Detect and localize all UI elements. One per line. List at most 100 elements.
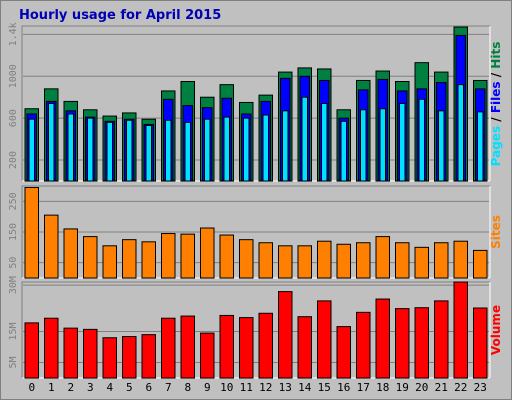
bar-pages-hour-1 <box>48 103 55 182</box>
y-tick-label: 600 <box>8 109 19 127</box>
right-label-pages-files-hits: Pages / Files / Hits <box>489 42 503 167</box>
bar-volume-hour-5 <box>122 336 137 379</box>
y-tick-label: 1.4k <box>8 22 19 46</box>
bar-pages-hour-4 <box>106 121 113 182</box>
y-tick-label: 150 <box>8 223 19 241</box>
bar-sites-hour-6 <box>141 241 156 279</box>
bar-pages-hour-7 <box>165 119 172 182</box>
bar-sites-hour-5 <box>122 239 137 279</box>
x-tick-label-hour-14: 14 <box>298 381 312 394</box>
bar-volume-hour-17 <box>356 311 371 379</box>
y-tick-label: 50 <box>8 257 19 269</box>
x-tick-label-hour-18: 18 <box>376 381 389 394</box>
right-label-volume: Volume <box>489 305 503 355</box>
bar-sites-hour-3 <box>83 236 98 279</box>
x-tick-label-hour-9: 9 <box>204 381 211 394</box>
chart-title: Hourly usage for April 2015 <box>19 8 221 23</box>
right-label-part: Volume <box>489 305 503 355</box>
bar-volume-hour-21 <box>434 300 449 379</box>
bar-sites-hour-10 <box>219 234 234 279</box>
bar-pages-hour-19 <box>399 103 406 182</box>
x-tick-label-hour-12: 12 <box>259 381 272 394</box>
bar-sites-hour-13 <box>278 245 293 279</box>
bar-sites-hour-15 <box>317 240 332 279</box>
bar-sites-hour-20 <box>414 246 429 279</box>
bar-pages-hour-21 <box>438 110 445 182</box>
x-tick-label-hour-2: 2 <box>67 381 74 394</box>
bar-volume-hour-0 <box>24 322 39 379</box>
bar-sites-hour-19 <box>395 242 410 279</box>
panel-sites: 50 150 250 Sites <box>8 185 503 279</box>
x-tick-label-hour-6: 6 <box>145 381 152 394</box>
x-axis-hour-labels: 0 1 2 3 4 5 6 7 8 9 10 11 12 13 14 15 16 17 18 19 20 21 22 23 <box>28 381 486 394</box>
bar-pages-hour-15 <box>321 103 328 182</box>
x-tick-label-hour-13: 13 <box>279 381 292 394</box>
bar-volume-hour-4 <box>102 337 117 379</box>
bar-pages-hour-18 <box>379 108 386 182</box>
x-tick-label-hour-15: 15 <box>318 381 331 394</box>
right-label-part: Hits <box>489 42 503 69</box>
bar-volume-hour-6 <box>141 334 156 379</box>
bar-pages-hour-22 <box>457 84 464 182</box>
bar-pages-hour-23 <box>477 111 484 182</box>
bar-pages-hour-10 <box>223 116 230 182</box>
bar-sites-hour-8 <box>180 233 195 279</box>
panel-pages-files-hits: 200 600 1000 1.4k Pages / Files / Hits <box>8 22 503 182</box>
x-tick-label-hour-19: 19 <box>396 381 409 394</box>
y-tick-label: 1000 <box>8 64 19 88</box>
bar-volume-hour-15 <box>317 300 332 379</box>
bar-sites-hour-16 <box>336 243 351 279</box>
bar-volume-hour-1 <box>44 317 59 379</box>
bar-pages-hour-5 <box>126 119 133 182</box>
bar-pages-hour-0 <box>28 118 35 182</box>
x-tick-label-hour-7: 7 <box>165 381 172 394</box>
bar-sites-hour-21 <box>434 242 449 279</box>
plot-area-pages-files-hits <box>21 25 491 182</box>
x-tick-label-hour-8: 8 <box>184 381 191 394</box>
y-tick-label: 250 <box>8 192 19 210</box>
right-label-part: / <box>489 69 503 82</box>
x-tick-label-hour-0: 0 <box>28 381 35 394</box>
bar-volume-hour-9 <box>200 332 215 379</box>
bar-volume-hour-2 <box>63 327 78 379</box>
y-tick-label: 30M <box>8 276 19 294</box>
bar-sites-hour-9 <box>200 227 215 279</box>
bar-volume-hour-7 <box>161 317 176 379</box>
x-tick-label-hour-22: 22 <box>454 381 467 394</box>
x-tick-label-hour-1: 1 <box>48 381 55 394</box>
bar-volume-hour-16 <box>336 326 351 379</box>
bar-pages-hour-17 <box>360 109 367 182</box>
bar-volume-hour-22 <box>453 281 468 379</box>
bar-sites-hour-23 <box>473 249 488 279</box>
x-tick-label-hour-16: 16 <box>337 381 350 394</box>
panel-volume: 5M 15M 30M Volume <box>8 276 503 379</box>
bar-volume-hour-13 <box>278 291 293 379</box>
chart-panels: 200 600 1000 1.4k Pages / Files / Hits 50 150 2… <box>8 22 503 379</box>
bar-volume-hour-20 <box>414 307 429 379</box>
bar-pages-hour-16 <box>340 120 347 182</box>
bar-pages-hour-2 <box>67 113 74 182</box>
x-tick-label-hour-5: 5 <box>126 381 133 394</box>
bar-sites-hour-0 <box>24 187 39 279</box>
bar-volume-hour-18 <box>375 298 390 379</box>
y-tick-label: 200 <box>8 151 19 169</box>
right-label-part: Pages <box>489 126 503 166</box>
bar-volume-hour-11 <box>239 317 254 379</box>
x-tick-label-hour-11: 11 <box>240 381 253 394</box>
bar-sites-hour-1 <box>44 214 59 279</box>
right-label-part: / <box>489 113 503 126</box>
right-label-part: Files <box>489 81 503 113</box>
bar-sites-hour-12 <box>258 242 273 279</box>
bar-volume-hour-12 <box>258 312 273 379</box>
bar-pages-hour-14 <box>301 96 308 182</box>
bar-pages-hour-8 <box>184 121 191 182</box>
bar-volume-hour-23 <box>473 307 488 379</box>
bar-volume-hour-3 <box>83 328 98 379</box>
bar-pages-hour-12 <box>262 114 269 182</box>
bar-sites-hour-7 <box>161 233 176 279</box>
x-tick-label-hour-23: 23 <box>474 381 487 394</box>
bar-sites-hour-2 <box>63 228 78 279</box>
x-tick-label-hour-17: 17 <box>357 381 370 394</box>
